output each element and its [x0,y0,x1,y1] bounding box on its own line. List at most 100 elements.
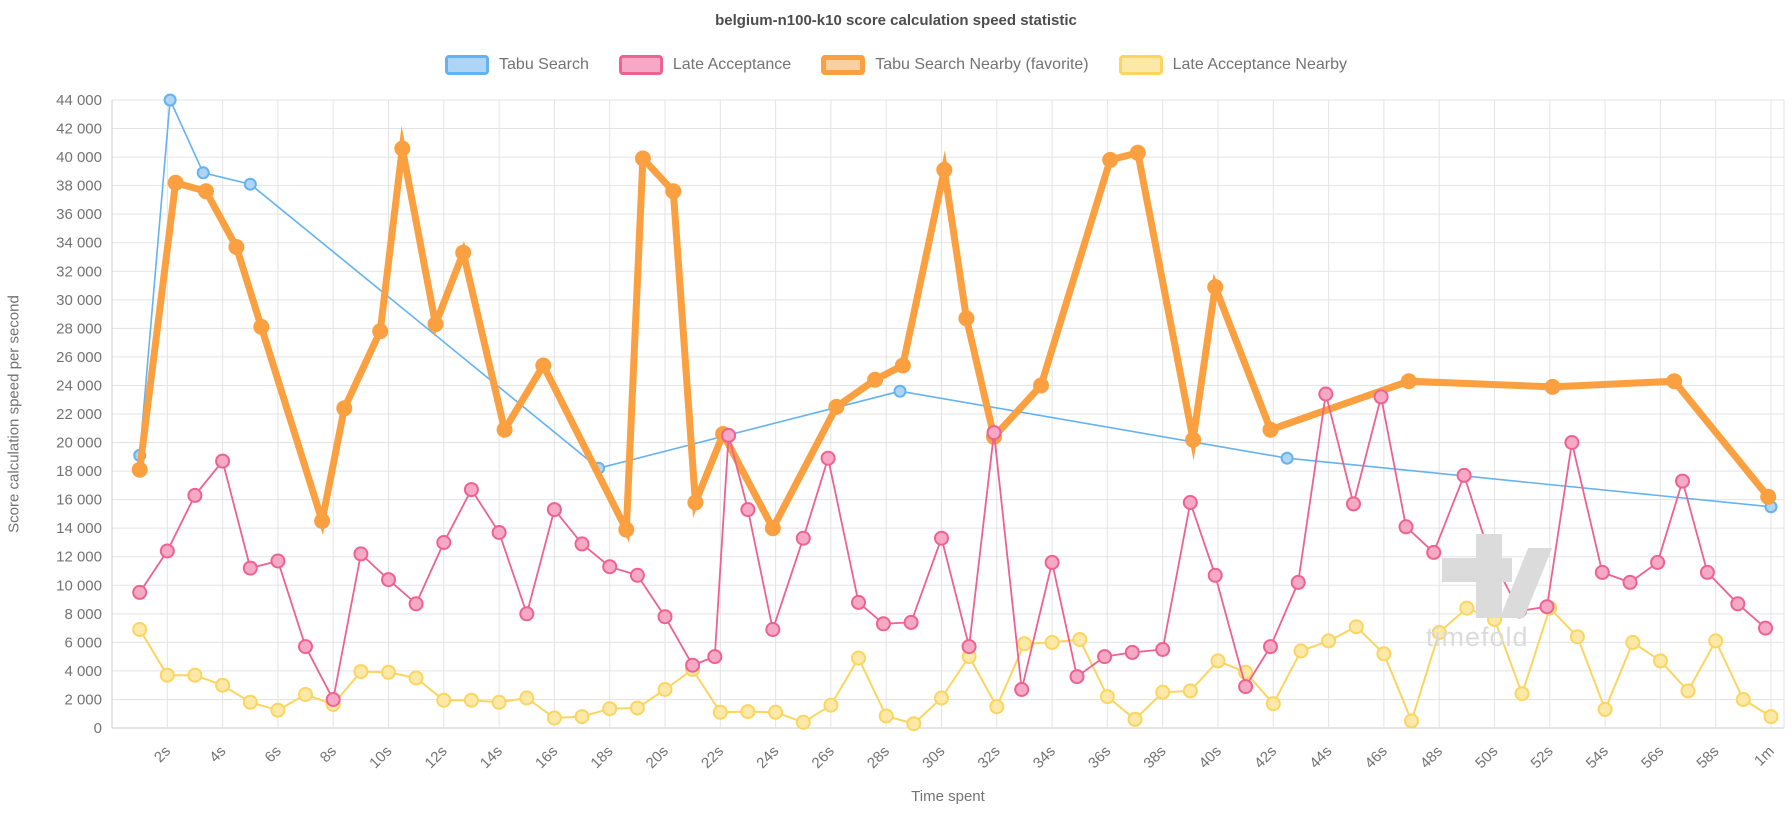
data-point-late-acceptance[interactable] [408,596,424,612]
data-point-late-acceptance[interactable] [132,584,148,600]
data-point-tabu-search-nearby-favorite[interactable] [228,239,245,255]
data-point-tabu-search-nearby-favorite[interactable] [764,520,781,537]
data-point-late-acceptance-nearby[interactable] [1459,600,1475,616]
data-point-late-acceptance-nearby[interactable] [795,714,811,730]
data-point-late-acceptance[interactable] [1207,567,1223,583]
series-line-tabu-search[interactable] [138,96,1772,508]
data-point-late-acceptance[interactable] [1014,682,1030,697]
data-point-tabu-search-nearby-favorite[interactable] [1400,373,1417,390]
data-point-tabu-search-nearby-favorite[interactable] [167,174,184,191]
data-point-tabu-search-nearby-favorite[interactable] [665,183,682,200]
data-point-late-acceptance[interactable] [242,560,258,576]
data-point-tabu-search-nearby-favorite[interactable] [198,183,214,200]
data-point-tabu-search-nearby-favorite[interactable] [427,316,444,333]
data-point-late-acceptance[interactable] [1699,564,1715,580]
data-point-late-acceptance-nearby[interactable] [1625,634,1641,650]
data-point-late-acceptance-nearby[interactable] [519,690,535,706]
data-point-late-acceptance-nearby[interactable] [436,692,452,708]
data-point-tabu-search-nearby-favorite[interactable] [936,161,953,178]
data-point-late-acceptance[interactable] [1426,544,1442,560]
data-point-tabu-search-nearby-favorite[interactable] [1207,279,1224,295]
data-point-late-acceptance[interactable] [629,567,645,583]
data-point-late-acceptance-nearby[interactable] [1127,711,1143,727]
data-point-late-acceptance-nearby[interactable] [629,700,645,716]
data-point-late-acceptance-nearby[interactable] [740,704,756,720]
data-point-late-acceptance[interactable] [740,502,756,518]
data-point-late-acceptance-nearby[interactable] [1016,636,1032,652]
data-point-late-acceptance-nearby[interactable] [463,692,479,708]
data-point-tabu-search-nearby-favorite[interactable] [1666,373,1683,390]
data-point-late-acceptance[interactable] [1675,473,1690,489]
data-point-late-acceptance[interactable] [1263,639,1278,655]
data-point-late-acceptance[interactable] [1758,620,1773,636]
data-point-tabu-search-nearby-favorite[interactable] [131,461,148,478]
data-point-tabu-search-nearby-favorite[interactable] [1185,431,1202,448]
data-point-late-acceptance[interactable] [353,546,369,562]
data-point-late-acceptance-nearby[interactable] [1099,689,1115,705]
data-point-late-acceptance-nearby[interactable] [298,687,313,702]
data-point-late-acceptance-nearby[interactable] [1182,683,1198,699]
data-point-late-acceptance[interactable] [1373,389,1389,405]
data-point-late-acceptance[interactable] [1318,386,1334,402]
data-point-late-acceptance[interactable] [934,530,949,546]
data-point-late-acceptance[interactable] [1097,649,1113,665]
data-point-late-acceptance[interactable] [436,535,452,550]
data-point-late-acceptance[interactable] [1044,554,1060,570]
legend-item-late-acceptance[interactable]: Late Acceptance [618,55,791,75]
data-point-tabu-search-nearby-favorite[interactable] [1129,144,1146,161]
data-point-late-acceptance[interactable] [546,502,562,518]
data-point-late-acceptance-nearby[interactable] [1072,632,1088,647]
data-point-late-acceptance-nearby[interactable] [1404,713,1419,729]
data-point-late-acceptance[interactable] [602,559,618,575]
data-point-tabu-search-nearby-favorite[interactable] [253,318,270,335]
data-point-late-acceptance-nearby[interactable] [1597,701,1613,717]
data-point-tabu-search-nearby-favorite[interactable] [1544,378,1561,395]
data-point-late-acceptance-nearby[interactable] [408,670,424,686]
data-point-late-acceptance[interactable] [1564,435,1580,450]
data-point-tabu-search[interactable] [1280,451,1294,465]
data-point-late-acceptance-nearby[interactable] [1514,686,1530,702]
data-point-late-acceptance-nearby[interactable] [1763,709,1779,725]
data-point-late-acceptance[interactable] [1398,519,1414,535]
data-point-late-acceptance-nearby[interactable] [1210,653,1226,669]
data-point-late-acceptance[interactable] [159,543,175,559]
data-point-tabu-search-nearby-favorite[interactable] [687,494,704,511]
data-point-tabu-search-nearby-favorite[interactable] [1102,151,1119,168]
data-point-tabu-search-nearby-favorite[interactable] [1033,377,1049,394]
data-point-late-acceptance[interactable] [851,594,866,610]
data-point-late-acceptance-nearby[interactable] [1708,633,1724,649]
data-point-tabu-search-nearby-favorite[interactable] [336,400,353,417]
data-point-late-acceptance-nearby[interactable] [1735,692,1751,707]
data-point-late-acceptance[interactable] [215,453,231,469]
legend-item-tabu-search[interactable]: Tabu Search [445,55,589,75]
legend-item-late-acceptance-nearby[interactable]: Late Acceptance Nearby [1118,55,1347,75]
data-point-late-acceptance-nearby[interactable] [1155,684,1171,700]
data-point-tabu-search-nearby-favorite[interactable] [372,323,389,340]
data-point-late-acceptance[interactable] [463,482,479,498]
data-point-late-acceptance[interactable] [820,450,836,466]
data-point-late-acceptance-nearby[interactable] [491,694,507,710]
data-point-late-acceptance[interactable] [1730,596,1746,612]
data-point-late-acceptance-nearby[interactable] [1431,624,1447,640]
data-point-tabu-search-nearby-favorite[interactable] [314,513,331,529]
data-point-late-acceptance-nearby[interactable] [851,650,866,666]
data-point-late-acceptance-nearby[interactable] [574,709,590,725]
data-point-late-acceptance[interactable] [707,649,723,665]
data-point-tabu-search[interactable] [196,166,210,180]
data-point-late-acceptance[interactable] [1290,574,1306,590]
data-point-tabu-search[interactable] [243,177,257,191]
data-point-late-acceptance[interactable] [1182,495,1198,510]
data-point-late-acceptance-nearby[interactable] [159,667,175,683]
data-point-late-acceptance[interactable] [298,639,313,655]
data-point-tabu-search-nearby-favorite[interactable] [394,140,411,157]
data-point-late-acceptance[interactable] [1456,467,1472,483]
data-point-late-acceptance-nearby[interactable] [381,664,396,680]
series-line-tabu-search-nearby-favorite[interactable] [136,125,1772,544]
data-point-late-acceptance[interactable] [491,525,507,540]
data-point-late-acceptance-nearby[interactable] [657,682,673,697]
data-point-late-acceptance-nearby[interactable] [132,622,148,637]
data-point-late-acceptance[interactable] [1069,669,1085,685]
data-point-late-acceptance[interactable] [986,425,1002,441]
data-point-late-acceptance-nearby[interactable] [934,690,949,706]
data-point-late-acceptance-nearby[interactable] [546,710,562,726]
